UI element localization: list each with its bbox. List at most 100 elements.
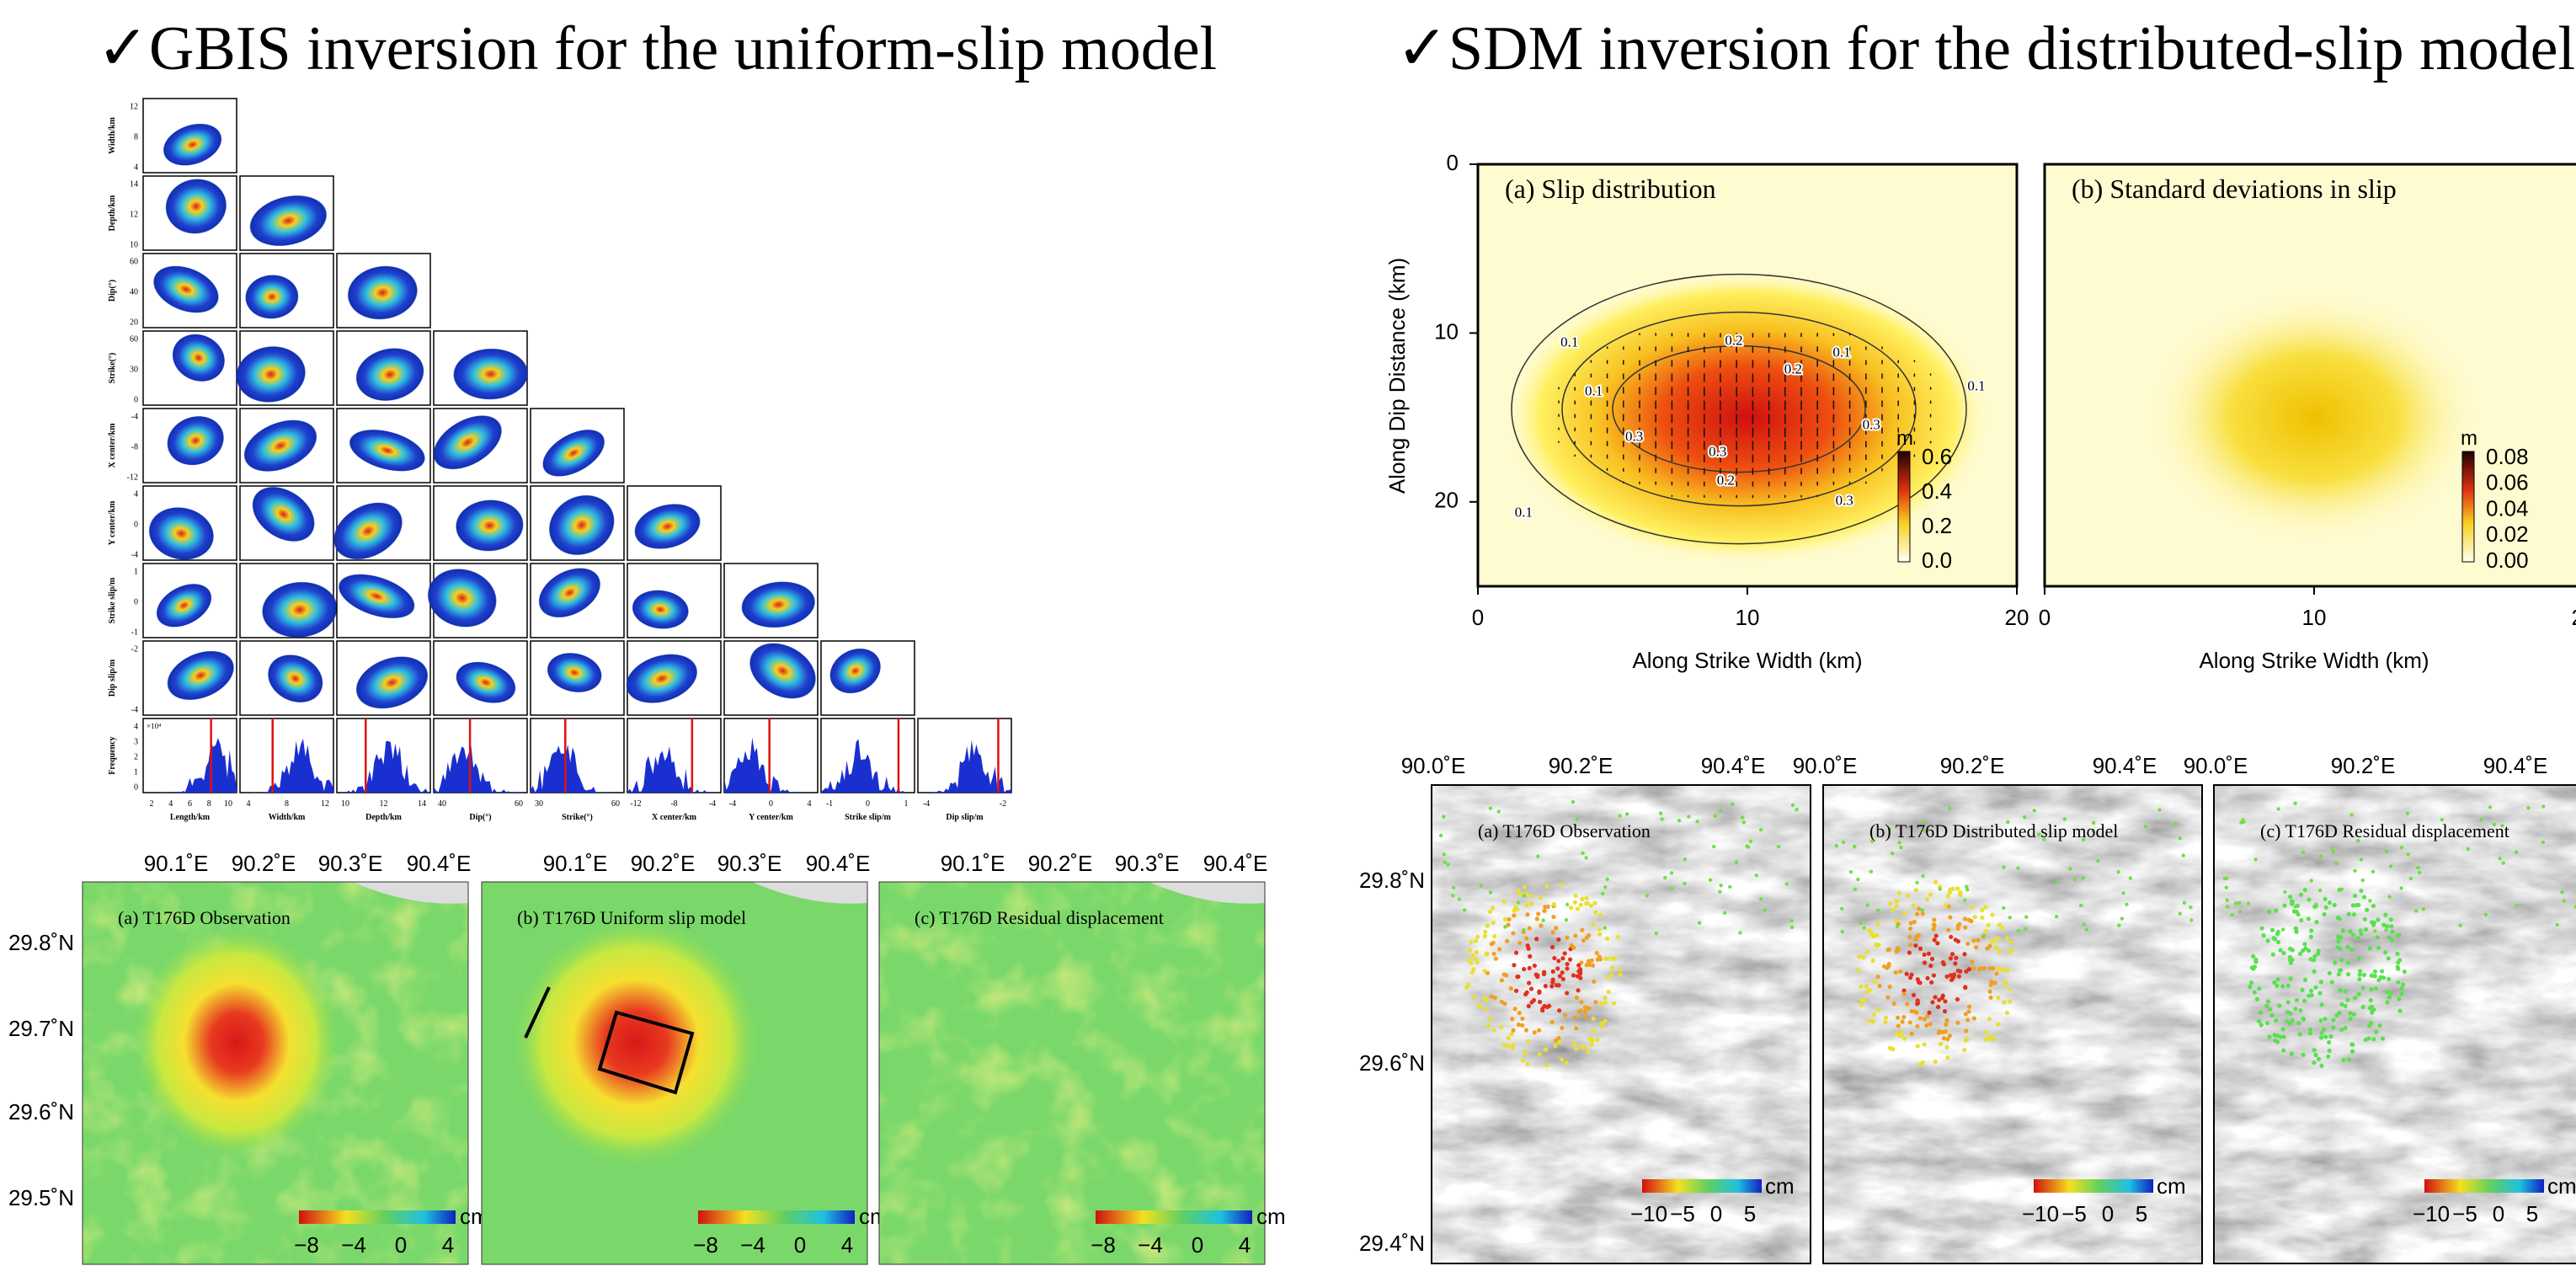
observation-point [1574,1026,1578,1030]
observation-point [2365,908,2369,912]
observation-point [1996,1022,2000,1026]
observation-point [1489,806,1492,809]
observation-point [1550,1020,1555,1024]
observation-point [1597,927,1602,931]
observation-point [1948,806,1951,809]
observation-point [1988,996,1992,1000]
observation-point [1747,845,1750,848]
observation-point [1866,903,1869,906]
observation-point [2330,847,2333,850]
colorbar-tick: −8 [693,1232,718,1258]
observation-point [1580,897,1584,901]
observation-point [1709,879,1712,882]
col-label: Length/km [170,813,211,822]
observation-point [2336,939,2340,943]
observation-point [1945,1055,1949,1060]
col-tick: 0 [769,799,773,809]
observation-point [1924,1023,1928,1028]
col-tick: -8 [670,799,677,809]
observation-point [1735,861,1738,864]
observation-point [1962,952,1966,956]
observation-point [1523,884,1527,889]
observation-point [2290,1052,2294,1056]
col-tick: 4 [808,799,812,809]
observation-point [1605,937,1609,941]
observation-point [1603,885,1607,889]
observation-point [1891,908,1895,912]
contour-label: 0.3 [1836,493,1853,509]
observation-point [1875,933,1879,937]
lon-tick: 90.2˚E [631,851,696,876]
observation-point [2353,869,2356,873]
observation-point [2406,812,2409,815]
observation-point [1590,1039,1594,1043]
col-tick: 40 [438,799,446,809]
observation-point [1991,966,1995,970]
col-label: Width/km [269,813,306,822]
observation-point [1900,1019,1904,1023]
observation-point [1872,1012,1876,1017]
observation-point [2389,991,2393,996]
observation-point [1921,874,1924,878]
observation-point [2117,923,2120,927]
col-label: Depth/km [365,813,402,822]
observation-point [2376,917,2380,921]
contour-label: 0.2 [1784,361,1802,377]
observation-point [2401,982,2405,986]
observation-point [1971,938,1976,943]
observation-point [2364,1038,2368,1042]
observation-point [1884,1016,1888,1020]
observation-point [2399,991,2403,996]
lon-tick: 90.4˚E [2093,753,2157,778]
observation-point [1536,855,1539,858]
observation-point [2358,969,2362,973]
col-tick: -4 [709,799,716,809]
observation-point [2359,928,2363,932]
observation-point [2257,1019,2261,1023]
observation-point [1576,974,1580,978]
observation-point [1908,1020,1912,1024]
observation-point [1923,953,1927,957]
observation-point [2374,1030,2378,1034]
observation-point [2361,1005,2365,1009]
observation-point [1930,1000,1934,1004]
observation-point [2371,1037,2376,1041]
observation-point [2247,901,2250,905]
observation-point [1967,1005,1971,1009]
observation-point [1964,1012,1968,1016]
observation-point [2377,1023,2381,1028]
observation-point [2357,977,2361,981]
col-tick: 0 [866,799,870,809]
observation-point [2563,899,2566,902]
observation-point [2259,1011,2263,1015]
colorbar-unit: cm [2547,1173,2576,1199]
observation-point [1593,1000,1597,1004]
observation-point [2376,946,2381,950]
colorbar-tick: 4 [841,1232,853,1258]
observation-point [1580,928,1584,932]
col-tick: -12 [630,799,641,809]
observation-point [1983,905,1987,909]
observation-point [1958,892,1962,896]
observation-point [1535,916,1539,921]
row-label: X center/km [108,423,117,468]
x-tick-label: 10 [1736,605,1760,630]
row-tick: -4 [131,550,138,559]
observation-point [2288,947,2292,951]
observation-point [2324,905,2328,910]
observation-point [1533,964,1537,968]
observation-point [1791,804,1795,807]
col-tick: 60 [515,799,523,809]
observation-point [2257,986,2261,991]
observation-point [2352,912,2356,916]
observation-point [1970,905,1974,909]
observation-point [1583,1009,1587,1013]
panel-title: (c) T176D Residual displacement [915,907,1164,928]
observation-point [1560,1026,1564,1030]
observation-point [2309,928,2313,932]
observation-point [1645,894,1649,897]
observation-point [2317,991,2322,995]
observation-point [1907,950,1912,954]
observation-point [1795,808,1798,811]
colorbar-tick: −4 [740,1232,765,1258]
